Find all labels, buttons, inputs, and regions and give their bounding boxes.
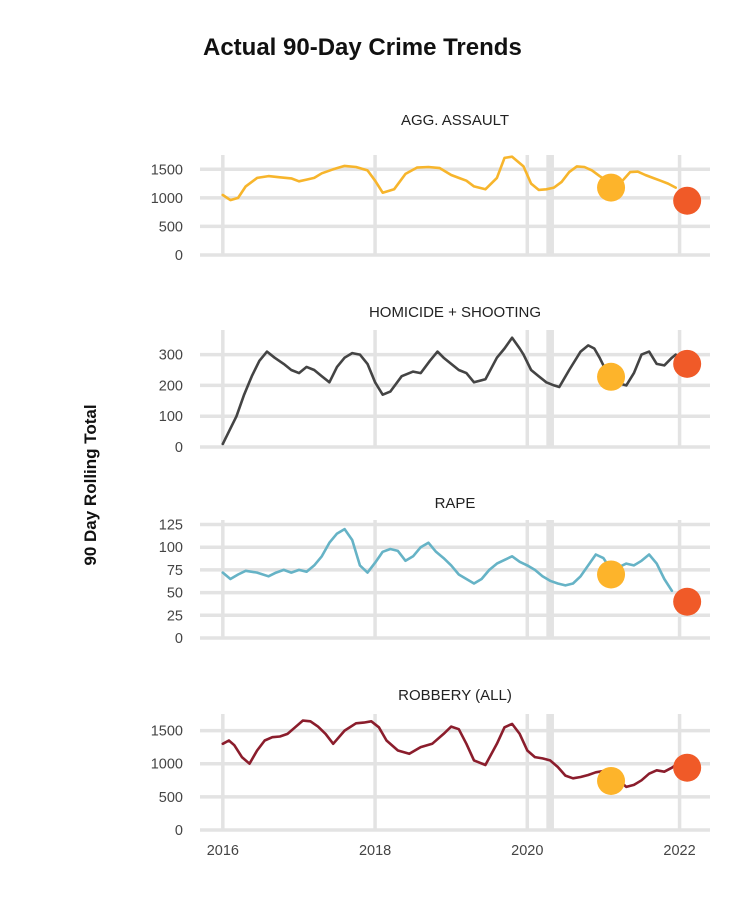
data-point-marker: [673, 753, 702, 782]
y-tick-label: 125: [159, 518, 183, 534]
chart-panel: 0 500 1000 1500 AGG. ASSAULT: [151, 112, 710, 264]
y-tick-label: 1000: [151, 757, 183, 773]
shaded-period-band: [546, 330, 554, 447]
y-tick-label: 75: [167, 563, 183, 579]
series-line: [221, 527, 674, 593]
shaded-period-band: [546, 520, 554, 638]
y-tick-label: 0: [175, 631, 183, 647]
chart-panel: 0 100 200 300 HOMICIDE + SHOOTING: [159, 304, 710, 456]
data-point-marker: [673, 587, 702, 616]
y-tick-label: 50: [167, 586, 183, 602]
data-point-marker: [597, 362, 626, 391]
data-point-marker: [673, 186, 702, 215]
chart-panel: 0 25 50 75 100 125 RAPE: [159, 495, 710, 647]
x-tick-label: 2022: [663, 843, 695, 859]
shaded-period-band: [546, 155, 554, 255]
shaded-period-band: [546, 714, 554, 830]
y-tick-label: 100: [159, 540, 183, 556]
y-tick-label: 0: [175, 823, 183, 839]
data-point-marker: [597, 173, 626, 202]
y-tick-label: 500: [159, 219, 183, 235]
y-tick-label: 0: [175, 248, 183, 264]
y-tick-label: 300: [159, 348, 183, 364]
y-tick-label: 1500: [151, 162, 183, 178]
data-point-marker: [597, 766, 626, 795]
page-title: Actual 90-Day Crime Trends: [203, 34, 522, 61]
chart-panel: 0 500 1000 1500 ROBBERY (ALL) 2016 2018 2020 202…: [151, 687, 710, 859]
data-point-marker: [597, 560, 626, 589]
y-tick-label: 0: [175, 440, 183, 456]
facet-title: ROBBERY (ALL): [398, 687, 512, 704]
series-line: [221, 336, 677, 446]
x-tick-label: 2020: [511, 843, 543, 859]
facet-title: HOMICIDE + SHOOTING: [369, 304, 541, 321]
y-tick-label: 1000: [151, 191, 183, 207]
y-tick-label: 200: [159, 378, 183, 394]
x-tick-label: 2018: [359, 843, 391, 859]
y-tick-label: 25: [167, 608, 183, 624]
facet-title: AGG. ASSAULT: [401, 112, 509, 129]
y-tick-label: 100: [159, 409, 183, 425]
x-tick-label: 2016: [207, 843, 239, 859]
y-tick-label: 1500: [151, 724, 183, 740]
y-tick-label: 500: [159, 790, 183, 806]
data-point-marker: [673, 349, 702, 378]
facet-title: RAPE: [435, 495, 476, 512]
